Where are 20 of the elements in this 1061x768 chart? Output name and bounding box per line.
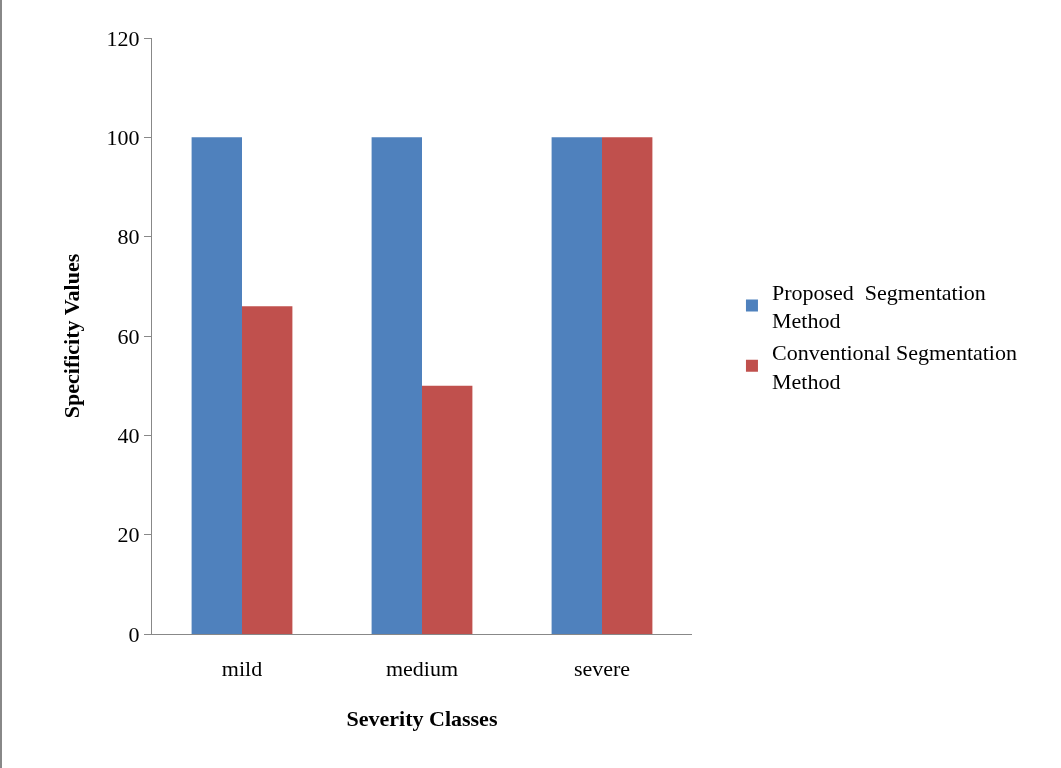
y-tick-label: 0 (128, 621, 140, 647)
legend-label: Proposed Segmentation Method (771, 279, 986, 334)
bar (422, 385, 473, 634)
y-tick-label: 20 (117, 522, 140, 548)
y-tick-label: 80 (117, 224, 140, 250)
bar (191, 137, 242, 634)
x-tick-label: severe (573, 656, 631, 682)
bar (242, 306, 293, 634)
bar (371, 137, 422, 634)
x-axis-title: Severity Classes (346, 706, 498, 732)
legend-label: Conventional Segmentation Method (771, 340, 1017, 394)
bar (551, 137, 602, 634)
y-tick-label: 120 (106, 25, 140, 51)
y-tick-label: 60 (117, 323, 140, 349)
x-tick-label: medium (385, 656, 459, 682)
bar (602, 137, 653, 634)
y-tick-label: 100 (106, 125, 140, 151)
y-tick-label: 40 (117, 423, 140, 449)
x-tick-label: mild (221, 656, 263, 682)
y-axis-title: Specificity Values (59, 253, 85, 419)
